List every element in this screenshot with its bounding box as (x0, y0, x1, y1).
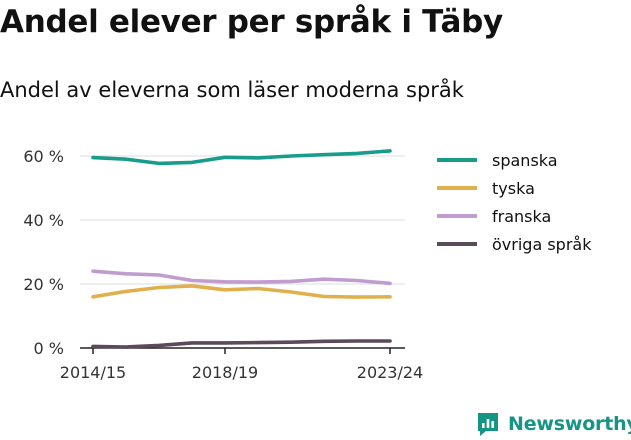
x-tick-label: 2018/19 (192, 363, 258, 382)
series-line-1 (91, 284, 392, 299)
y-tick-label: 60 % (23, 147, 64, 166)
y-tick-label: 0 % (34, 339, 64, 358)
series-line-2 (91, 269, 392, 286)
y-tick-label: 20 % (23, 275, 64, 294)
series-line-3 (91, 339, 392, 349)
gridlines (80, 155, 405, 285)
chart-subtitle: Andel av eleverna som läser moderna språ… (0, 78, 464, 102)
series-lines (91, 149, 392, 349)
line-chart: 0 % 20 % 40 % 60 % 2014/15 2018/19 2023/24 spa… (23, 147, 592, 382)
legend-label: spanska (492, 151, 558, 170)
x-tick-label: 2014/15 (60, 363, 126, 382)
y-tick-label: 40 % (23, 211, 64, 230)
axes: 0 % 20 % 40 % 60 % 2014/15 2018/19 2023/24 (23, 147, 423, 382)
chart-title: Andel elever per språk i Täby (0, 4, 503, 40)
newsworthy-logo: Newsworthy (476, 408, 631, 440)
series-line-0 (91, 149, 392, 166)
legend-label: tyska (492, 179, 535, 198)
brand-name: Newsworthy (508, 413, 631, 435)
legend: spanska tyska franska övriga språk (437, 151, 592, 254)
chat-bubble-chart-icon (478, 413, 498, 436)
legend-label: franska (492, 207, 551, 226)
legend-label: övriga språk (492, 235, 592, 254)
x-tick-label: 2023/24 (357, 363, 423, 382)
